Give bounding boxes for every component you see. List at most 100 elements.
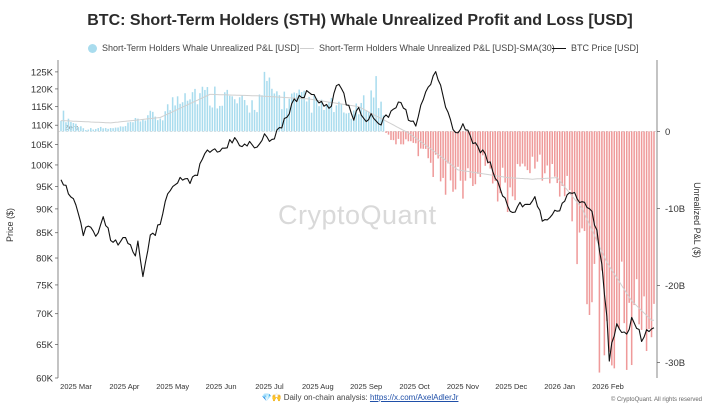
pnl-bar (107, 128, 109, 132)
pnl-bar (127, 122, 129, 132)
pnl-bar (161, 120, 164, 132)
pnl-bar (457, 131, 459, 167)
pnl-bar (82, 128, 85, 132)
pnl-bar (484, 131, 487, 166)
right-tick-label: 0 (665, 127, 670, 138)
pnl-bar (623, 131, 625, 324)
pnl-bar (628, 131, 630, 303)
pnl-bar (72, 123, 75, 132)
pnl-bar (176, 96, 179, 132)
pnl-bar (400, 131, 402, 145)
pnl-bar (427, 131, 429, 159)
pnl-bar (310, 112, 313, 132)
pnl-bar (80, 126, 82, 132)
pnl-bar (209, 105, 211, 132)
pnl-bar (593, 131, 596, 264)
pnl-bar (387, 131, 390, 135)
pnl-bar (305, 101, 308, 132)
legend-line-icon (300, 47, 314, 49)
pnl-bar (273, 93, 276, 132)
copyright: © CryptoQuant. All rights reserved (610, 397, 702, 403)
pnl-bar (630, 131, 633, 366)
pnl-bar (122, 126, 124, 132)
pnl-bar (134, 117, 137, 132)
pnl-bar (345, 113, 348, 132)
pnl-bar (174, 105, 176, 132)
pnl-bar (469, 131, 472, 179)
pnl-bar (330, 97, 333, 132)
pnl-bar (233, 99, 236, 132)
pnl-bar (70, 121, 72, 132)
legend-item-sma[interactable]: Short-Term Holders Whale Unrealized P&L … (300, 41, 555, 55)
pnl-bar (467, 131, 469, 169)
pnl-bar (377, 108, 380, 132)
pnl-bar (608, 131, 611, 352)
pnl-bar (618, 131, 621, 329)
pnl-bar (300, 92, 303, 132)
pnl-bar (186, 100, 189, 132)
pnl-bar (611, 131, 613, 366)
pnl-bar (283, 91, 286, 132)
pnl-bar (159, 118, 162, 132)
right-tick-label: -20B (665, 281, 685, 292)
footer-link[interactable]: https://x.com/AxelAdlerJr (369, 393, 459, 402)
pnl-bar (424, 131, 427, 149)
pnl-bar (447, 131, 449, 164)
pnl-bar (278, 95, 281, 132)
pnl-bar (486, 131, 489, 164)
pnl-bar (303, 90, 305, 132)
pnl-bar (360, 102, 362, 132)
pnl-bar (144, 120, 147, 132)
right-tick-label: -10B (665, 204, 685, 215)
pnl-bar (563, 131, 566, 197)
pnl-bar (166, 104, 169, 132)
pnl-bar (625, 131, 628, 370)
pnl-bar (526, 131, 529, 171)
pnl-bar (442, 131, 444, 178)
pnl-bar (231, 96, 233, 132)
pnl-bar (214, 86, 216, 132)
x-tick-label: 2025 Sep (350, 382, 382, 391)
left-tick-label: 110K (32, 121, 54, 132)
pnl-bar (104, 127, 107, 132)
pnl-bar (288, 98, 291, 132)
pnl-bar (531, 131, 534, 157)
x-tick-label: 2025 Apr (109, 382, 140, 391)
pnl-bar (164, 111, 166, 132)
pnl-bar (184, 93, 186, 132)
pnl-bar (315, 98, 318, 132)
pnl-bar (238, 97, 241, 132)
legend-item-price[interactable]: BTC Price [USD] (552, 41, 639, 55)
pnl-bar (432, 131, 434, 177)
pnl-bar (357, 114, 360, 132)
pnl-bar (171, 97, 174, 132)
pnl-bar (248, 112, 251, 132)
pnl-bar (343, 112, 345, 132)
pnl-bar (293, 92, 295, 132)
pnl-bar (397, 131, 400, 139)
pnl-bar (263, 71, 266, 132)
pnl-bar (504, 131, 506, 183)
left-tick-label: 65K (36, 340, 54, 351)
zero-label: Zero (65, 124, 79, 131)
pnl-bar (511, 131, 514, 197)
pnl-bar (402, 131, 405, 145)
pnl-bar (459, 131, 462, 181)
pnl-bar (189, 99, 191, 132)
pnl-bar (112, 128, 114, 132)
pnl-bar (258, 94, 261, 132)
pnl-bar (491, 131, 494, 184)
pnl-bar (410, 131, 412, 142)
pnl-bar (370, 90, 372, 132)
pnl-bar (474, 131, 477, 185)
pnl-bar (417, 131, 420, 157)
pnl-bar (243, 100, 246, 132)
pnl-bar (75, 123, 77, 132)
pnl-bar (506, 131, 509, 213)
pnl-bar (65, 122, 67, 132)
legend-item-pnl[interactable]: Short-Term Holders Whale Unrealized P&L … (88, 41, 299, 55)
pnl-bar (149, 110, 152, 132)
right-tick-label: -30B (665, 358, 685, 369)
pnl-bar (561, 131, 563, 186)
pnl-bar (320, 99, 323, 132)
